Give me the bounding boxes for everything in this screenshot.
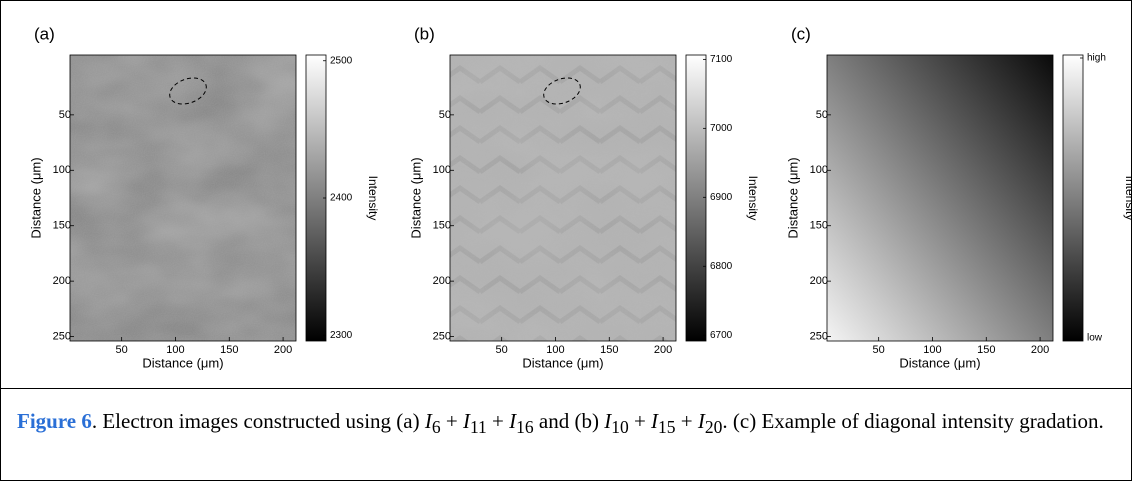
colorbar-label: Intensity <box>1123 176 1132 221</box>
colorbar <box>685 54 707 342</box>
x-tick-label: 150 <box>220 344 238 356</box>
colorbar-tick-label: 2300 <box>330 330 353 341</box>
x-tick-label: 50 <box>116 344 128 356</box>
x-tick-label: 100 <box>546 344 564 356</box>
caption-text: + <box>675 409 698 433</box>
colorbar-tick-label: low <box>1087 333 1103 344</box>
y-tick-label: 200 <box>53 275 71 287</box>
caption-label: Figure 6 <box>17 409 92 433</box>
y-tick-label: 150 <box>53 220 71 232</box>
x-tick-label: 200 <box>274 344 292 356</box>
colorbar-tick-label: 6900 <box>710 192 733 203</box>
y-tick-label: 250 <box>433 330 451 342</box>
x-tick-label: 200 <box>1031 344 1049 356</box>
caption-text: + <box>628 409 652 433</box>
y-tick-label: 50 <box>59 109 71 121</box>
x-tick-label: 50 <box>873 344 885 356</box>
y-axis-label: Distance (μm) <box>28 157 43 238</box>
caption-text: and (b) <box>533 409 605 433</box>
x-axis-label: Distance (μm) <box>522 355 603 370</box>
panel-label: (b) <box>414 24 435 43</box>
colorbar-tick-label: 7100 <box>710 54 733 65</box>
x-tick-label: 150 <box>600 344 618 356</box>
caption-text: . (c) Example of diagonal intensity grad… <box>722 409 1104 433</box>
colorbar-label: Intensity <box>746 176 760 221</box>
caption-symbol: I <box>604 409 612 433</box>
caption-symbol: I <box>651 409 659 433</box>
panel-label: (c) <box>791 24 811 43</box>
x-tick-label: 100 <box>923 344 941 356</box>
caption-symbol: I <box>509 409 517 433</box>
region-ellipse <box>169 77 207 105</box>
caption-subscript: 15 <box>658 417 676 438</box>
x-tick-label: 150 <box>977 344 995 356</box>
x-tick-label: 200 <box>654 344 672 356</box>
colorbar-tick-label: 2400 <box>330 193 353 204</box>
caption-subscript: 6 <box>431 417 441 438</box>
caption-subscript: 20 <box>704 417 723 438</box>
caption: Figure 6. Electron images constructed us… <box>17 404 1117 445</box>
colorbar-tick-label: 6800 <box>710 261 733 272</box>
image-b-noise <box>450 55 676 341</box>
colorbar <box>1062 54 1084 342</box>
axes-box <box>69 54 297 342</box>
caption-symbol: I <box>424 409 432 433</box>
caption-subscript: 10 <box>611 417 629 438</box>
y-tick-label: 200 <box>433 275 451 287</box>
colorbar-tick-label: high <box>1087 53 1106 64</box>
y-tick-label: 100 <box>53 164 71 176</box>
panel-label: (a) <box>34 24 55 43</box>
region-ellipse <box>543 77 581 105</box>
image-c <box>827 55 1053 341</box>
y-tick-label: 50 <box>439 109 451 121</box>
caption-text: + <box>440 409 463 433</box>
y-tick-label: 100 <box>810 164 828 176</box>
caption-symbol: I <box>697 409 705 433</box>
image-a-noise <box>70 55 296 341</box>
x-tick-label: 50 <box>496 344 508 356</box>
y-tick-label: 200 <box>810 275 828 287</box>
y-tick-label: 250 <box>53 330 71 342</box>
x-axis-label: Distance (μm) <box>899 355 980 370</box>
x-axis-label: Distance (μm) <box>142 355 223 370</box>
y-tick-label: 150 <box>810 220 828 232</box>
colorbar-label: Intensity <box>366 176 380 221</box>
colorbar-tick-label: 2500 <box>330 55 353 66</box>
caption-subscript: 11 <box>469 417 487 438</box>
colorbar-tick-label: 6700 <box>710 330 733 341</box>
caption-text: + <box>486 409 510 433</box>
y-tick-label: 50 <box>816 109 828 121</box>
y-axis-label: Distance (μm) <box>408 157 423 238</box>
y-tick-label: 100 <box>433 164 451 176</box>
caption-subscript: 16 <box>516 417 534 438</box>
axes-box <box>826 54 1054 342</box>
x-tick-label: 100 <box>166 344 184 356</box>
colorbar-tick-label: 7000 <box>710 123 733 134</box>
axes-box <box>449 54 677 342</box>
caption-symbol: I <box>462 409 470 433</box>
caption-text: . Electron images constructed using (a) <box>91 409 425 433</box>
y-tick-label: 250 <box>810 330 828 342</box>
y-tick-label: 150 <box>433 220 451 232</box>
y-axis-label: Distance (μm) <box>785 157 800 238</box>
